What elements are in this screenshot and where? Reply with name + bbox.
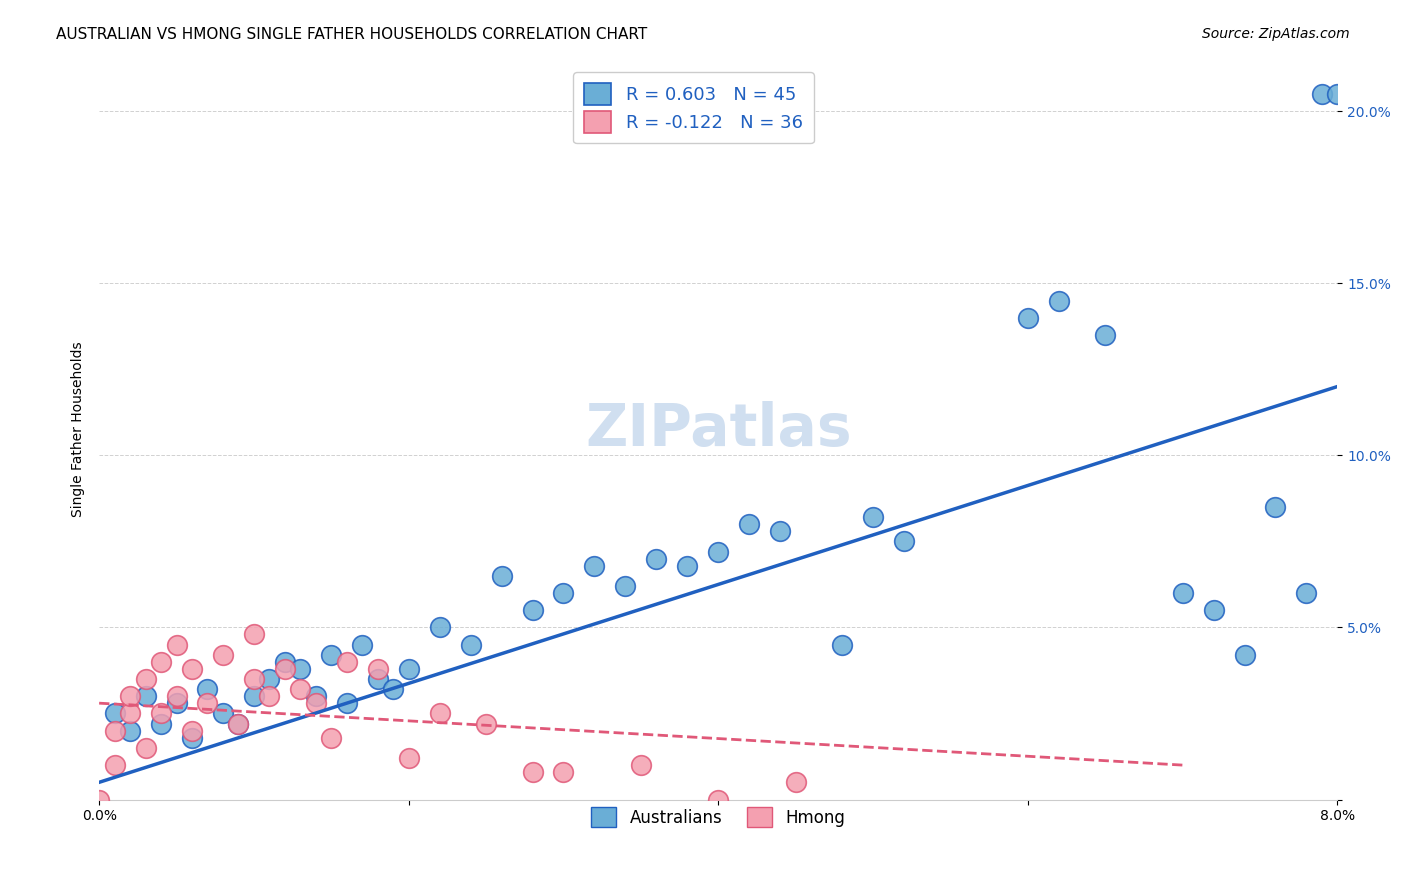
Point bbox=[181, 662, 204, 676]
Point bbox=[150, 716, 173, 731]
Point bbox=[429, 620, 451, 634]
Point bbox=[120, 706, 142, 721]
Point bbox=[382, 682, 405, 697]
Point bbox=[212, 706, 235, 721]
Point bbox=[104, 723, 127, 738]
Point bbox=[429, 706, 451, 721]
Point bbox=[1233, 648, 1256, 662]
Point bbox=[181, 731, 204, 745]
Point bbox=[522, 603, 544, 617]
Text: AUSTRALIAN VS HMONG SINGLE FATHER HOUSEHOLDS CORRELATION CHART: AUSTRALIAN VS HMONG SINGLE FATHER HOUSEH… bbox=[56, 27, 648, 42]
Point bbox=[104, 706, 127, 721]
Point bbox=[321, 648, 343, 662]
Point bbox=[135, 690, 157, 704]
Point bbox=[553, 586, 575, 600]
Point bbox=[583, 558, 606, 573]
Point bbox=[1017, 310, 1039, 325]
Point bbox=[336, 696, 359, 710]
Point bbox=[614, 579, 637, 593]
Point bbox=[1171, 586, 1194, 600]
Point bbox=[367, 672, 389, 686]
Point bbox=[135, 672, 157, 686]
Point bbox=[1310, 87, 1333, 101]
Point bbox=[305, 696, 328, 710]
Point bbox=[460, 638, 482, 652]
Point bbox=[150, 655, 173, 669]
Point bbox=[228, 716, 250, 731]
Point bbox=[1202, 603, 1225, 617]
Point bbox=[1295, 586, 1317, 600]
Point bbox=[243, 690, 266, 704]
Point bbox=[862, 510, 884, 524]
Point bbox=[1264, 500, 1286, 514]
Point bbox=[259, 690, 281, 704]
Point bbox=[228, 716, 250, 731]
Point bbox=[398, 662, 420, 676]
Point bbox=[1017, 820, 1039, 834]
Point bbox=[769, 524, 792, 538]
Point bbox=[367, 662, 389, 676]
Point bbox=[939, 827, 962, 841]
Point bbox=[181, 723, 204, 738]
Point bbox=[398, 751, 420, 765]
Point bbox=[166, 696, 188, 710]
Point bbox=[243, 627, 266, 641]
Point bbox=[290, 662, 312, 676]
Point bbox=[475, 716, 498, 731]
Point bbox=[89, 792, 111, 806]
Point bbox=[893, 534, 915, 549]
Point bbox=[738, 517, 761, 532]
Point bbox=[336, 655, 359, 669]
Y-axis label: Single Father Households: Single Father Households bbox=[72, 342, 86, 517]
Point bbox=[1047, 293, 1070, 308]
Point bbox=[243, 672, 266, 686]
Point bbox=[1326, 87, 1348, 101]
Point bbox=[274, 655, 297, 669]
Point bbox=[831, 638, 853, 652]
Point bbox=[1094, 327, 1116, 342]
Point bbox=[290, 682, 312, 697]
Point bbox=[645, 551, 668, 566]
Point bbox=[491, 569, 513, 583]
Point bbox=[120, 690, 142, 704]
Text: Source: ZipAtlas.com: Source: ZipAtlas.com bbox=[1202, 27, 1350, 41]
Point bbox=[274, 662, 297, 676]
Point bbox=[166, 638, 188, 652]
Point bbox=[120, 723, 142, 738]
Point bbox=[104, 758, 127, 772]
Point bbox=[150, 706, 173, 721]
Point bbox=[862, 810, 884, 824]
Point bbox=[676, 558, 699, 573]
Point bbox=[212, 648, 235, 662]
Point bbox=[305, 690, 328, 704]
Point bbox=[166, 690, 188, 704]
Legend: Australians, Hmong: Australians, Hmong bbox=[582, 798, 853, 836]
Point bbox=[707, 792, 730, 806]
Point bbox=[259, 672, 281, 686]
Point bbox=[785, 775, 807, 789]
Point bbox=[352, 638, 374, 652]
Point bbox=[197, 682, 219, 697]
Point bbox=[522, 764, 544, 779]
Point bbox=[553, 764, 575, 779]
Point bbox=[707, 545, 730, 559]
Point bbox=[135, 740, 157, 755]
Point bbox=[630, 758, 652, 772]
Point bbox=[197, 696, 219, 710]
Point bbox=[321, 731, 343, 745]
Text: ZIPatlas: ZIPatlas bbox=[585, 401, 852, 458]
